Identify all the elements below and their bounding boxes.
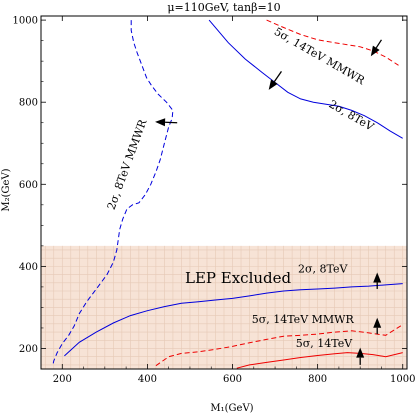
x-tick-label: 200 xyxy=(53,374,72,385)
series-line-2 xyxy=(266,19,399,66)
y-tick-label: 600 xyxy=(19,180,38,191)
x-tick-label: 600 xyxy=(223,374,242,385)
curve-annotation: 2σ, 8TeV xyxy=(327,98,377,135)
direction-arrow xyxy=(370,39,383,57)
direction-arrow xyxy=(356,347,365,365)
direction-arrow xyxy=(268,71,282,90)
y-axis-label: M₂(GeV) xyxy=(1,168,12,211)
direction-arrow xyxy=(155,118,178,127)
y-tick-label: 800 xyxy=(19,98,38,109)
series-line-3 xyxy=(52,20,174,366)
plot-frame xyxy=(40,15,408,370)
direction-arrow xyxy=(373,272,382,289)
x-axis-label: M₁(GeV) xyxy=(210,403,253,414)
series-line-4 xyxy=(64,283,403,357)
y-tick-label: 1000 xyxy=(13,16,38,27)
excluded-region-label: LEP Excluded xyxy=(185,269,292,287)
curve-annotation: 5σ, 14TeV MMWR xyxy=(252,313,355,326)
series-line-1 xyxy=(208,19,403,139)
series-line-6 xyxy=(236,352,403,369)
x-tick-label: 400 xyxy=(138,374,157,385)
direction-arrow xyxy=(373,317,382,335)
y-tick-label: 200 xyxy=(19,344,38,355)
curve-annotation: 5σ, 14TeV MMWR xyxy=(272,25,367,88)
y-tick-label: 400 xyxy=(19,262,38,273)
curve-annotation: 5σ, 14TeV xyxy=(296,337,353,350)
series-line-5 xyxy=(155,324,403,367)
curve-annotation: 2σ, 8TeV xyxy=(298,263,348,276)
x-tick-label: 1000 xyxy=(390,374,415,385)
x-tick-label: 800 xyxy=(308,374,327,385)
chart-title: μ=110GeV, tanβ=10 xyxy=(167,1,280,14)
